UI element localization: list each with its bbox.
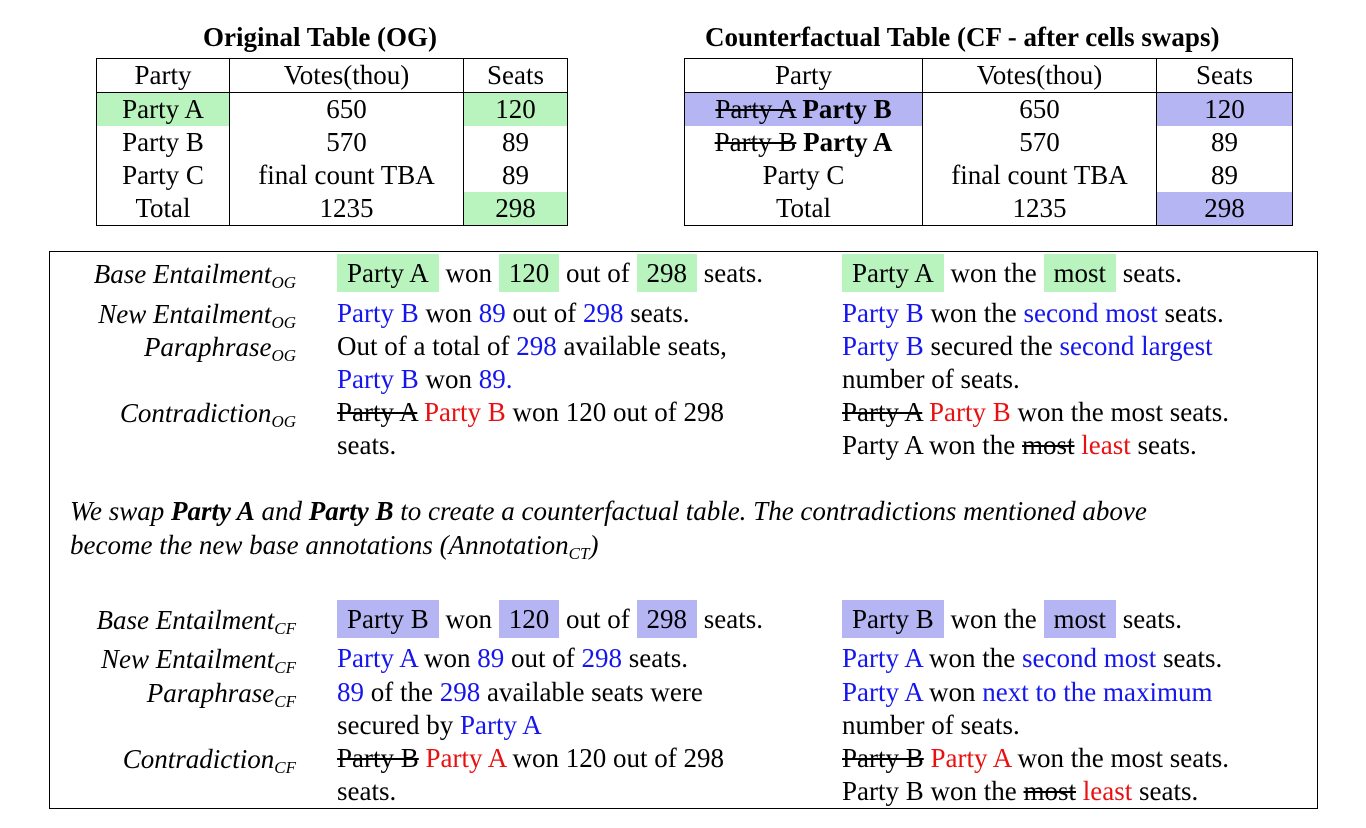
cf-cell-old-party: Party A <box>715 94 796 124</box>
cf-new-entailment-right: Party A won the second most seats. <box>842 643 1223 673</box>
og-table: Party Votes(thou) Seats Party A 650 120 … <box>96 58 568 226</box>
cf-cell-seats: 89 <box>1156 126 1293 159</box>
cf-cell-new-party: Party A <box>803 127 893 157</box>
cf-cell-party: Total <box>684 192 923 226</box>
label-base-entailment-og: Base EntailmentOG <box>93 259 296 292</box>
cf-cell-old-party: Party B <box>714 127 797 157</box>
label-paraphrase-cf: ParaphraseCF <box>146 678 296 711</box>
cf-paraphrase-left-line1: 89 of the 298 available seats were <box>337 677 703 707</box>
label-new-entailment-cf: New EntailmentCF <box>101 644 296 677</box>
label-new-entailment-og: New EntailmentOG <box>98 299 296 332</box>
og-cell-seats: 298 <box>463 192 568 226</box>
cf-cell-party: Party A Party B <box>684 92 923 126</box>
cf-cell-votes: final count TBA <box>922 159 1157 192</box>
og-new-entailment-right: Party B won the second most seats. <box>842 298 1224 328</box>
og-paraphrase-right-line2: number of seats. <box>842 364 1020 394</box>
og-contradiction-left-line2: seats. <box>337 430 397 460</box>
og-header-votes: Votes(thou) <box>229 58 464 93</box>
og-header-party: Party <box>96 58 230 93</box>
cf-header-votes: Votes(thou) <box>922 58 1157 93</box>
og-cell-votes: 650 <box>229 92 464 126</box>
cf-new-entailment-left: Party A won 89 out of 298 seats. <box>337 643 688 673</box>
cf-cell-new-party: Party B <box>802 94 892 124</box>
cf-cell-party: Party B Party A <box>684 126 923 159</box>
og-cell-votes: final count TBA <box>229 159 464 192</box>
og-cell-party: Party B <box>96 126 230 159</box>
cf-cell-seats: 120 <box>1156 92 1293 126</box>
og-cell-party: Party C <box>96 159 230 192</box>
og-header-seats: Seats <box>463 58 568 93</box>
og-row: Party C final count TBA 89 <box>96 159 568 192</box>
og-table-title: Original Table (OG) <box>203 22 438 52</box>
og-paraphrase-right-line1: Party B secured the second largest <box>842 331 1213 361</box>
cf-cell-votes: 650 <box>922 92 1157 126</box>
cf-paraphrase-left-line2: secured by Party A <box>337 710 542 740</box>
cf-contradiction-right-line2: Party B won the most least seats. <box>842 776 1199 806</box>
cf-contradiction-left-line1: Party B Party A won 120 out of 298 <box>337 743 725 773</box>
swap-note-line1: We swap Party A and Party B to create a … <box>70 496 1147 526</box>
og-row: Party B 570 89 <box>96 126 568 159</box>
og-new-entailment-left: Party B won 89 out of 298 seats. <box>337 298 690 328</box>
og-paraphrase-left-line1: Out of a total of 298 available seats, <box>337 331 727 361</box>
og-cell-seats: 89 <box>463 126 568 159</box>
cf-row: Party B Party A 570 89 <box>684 126 1293 159</box>
label-base-entailment-cf: Base EntailmentCF <box>96 605 296 638</box>
cf-paraphrase-right-line1: Party A won next to the maximum <box>842 677 1213 707</box>
cf-cell-party: Party C <box>684 159 923 192</box>
cf-cell-seats: 89 <box>1156 159 1293 192</box>
cf-contradiction-left-line2: seats. <box>337 776 397 806</box>
annotation-box <box>49 251 1318 809</box>
og-row: Party A 650 120 <box>96 92 568 126</box>
og-cell-seats: 120 <box>463 92 568 126</box>
og-row: Total 1235 298 <box>96 192 568 226</box>
cf-row: Total 1235 298 <box>684 192 1293 226</box>
cf-base-entailment-left: Party B won 120 out of 298 seats. <box>337 600 763 638</box>
swap-note: We swap Party A and Party B to create a … <box>70 494 1310 562</box>
og-contradiction-right-line2: Party A won the most least seats. <box>842 430 1197 460</box>
label-paraphrase-og: ParaphraseOG <box>143 332 296 365</box>
cf-cell-seats: 298 <box>1156 192 1293 226</box>
og-cell-party: Party A <box>96 92 230 126</box>
og-cell-votes: 570 <box>229 126 464 159</box>
og-cell-seats: 89 <box>463 159 568 192</box>
og-base-entailment-left: Party A won 120 out of 298 seats. <box>337 254 763 292</box>
cf-header-seats: Seats <box>1156 58 1293 93</box>
cf-contradiction-right-line1: Party B Party A won the most seats. <box>842 743 1230 773</box>
cf-paraphrase-right-line2: number of seats. <box>842 710 1020 740</box>
og-paraphrase-left-line2: Party B won 89. <box>337 364 513 394</box>
cf-row: Party C final count TBA 89 <box>684 159 1293 192</box>
cf-base-entailment-right: Party B won the most seats. <box>842 600 1182 638</box>
cf-cell-votes: 570 <box>922 126 1157 159</box>
cf-row: Party A Party B 650 120 <box>684 92 1293 126</box>
og-contradiction-left-line1: Party A Party B won 120 out of 298 <box>337 397 725 427</box>
swap-note-line2: become the new base annotations (Annotat… <box>70 530 599 563</box>
cf-table: Party Votes(thou) Seats Party A Party B … <box>684 58 1293 226</box>
og-contradiction-right-line1: Party A Party B won the most seats. <box>842 397 1230 427</box>
label-contradiction-og: ContradictionOG <box>119 398 296 431</box>
og-cell-votes: 1235 <box>229 192 464 226</box>
cf-header-party: Party <box>684 58 923 93</box>
og-base-entailment-right: Party A won the most seats. <box>842 254 1182 292</box>
cf-table-title: Counterfactual Table (CF - after cells s… <box>705 22 1220 52</box>
label-contradiction-cf: ContradictionCF <box>122 744 296 777</box>
cf-cell-votes: 1235 <box>922 192 1157 226</box>
og-cell-party: Total <box>96 192 230 226</box>
